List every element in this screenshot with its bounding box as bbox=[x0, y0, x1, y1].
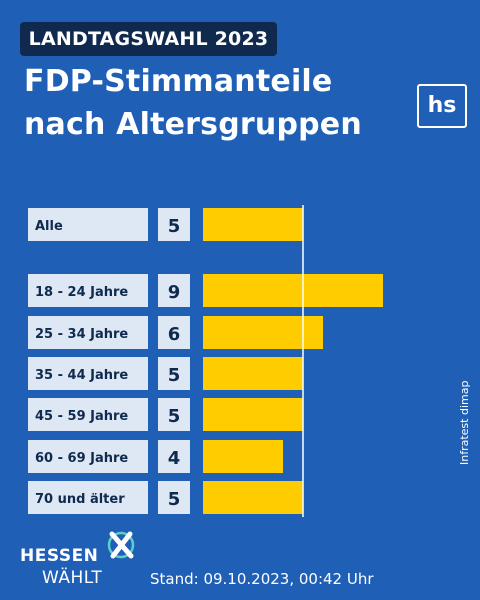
category-label-box bbox=[28, 316, 148, 349]
chart-title-line-2: nach Altersgruppen bbox=[24, 107, 362, 142]
value-label-box bbox=[158, 357, 190, 390]
brand-waehlt: WÄHLT bbox=[42, 568, 103, 588]
ballot-cross-icon bbox=[107, 531, 135, 559]
category-label: 60 - 69 Jahre bbox=[35, 451, 128, 466]
bar bbox=[203, 208, 303, 241]
data-label: 9 bbox=[168, 282, 181, 303]
category-label: 70 und älter bbox=[35, 492, 125, 507]
value-label-box bbox=[158, 398, 190, 431]
data-label: 4 bbox=[168, 448, 181, 469]
data-label: 5 bbox=[168, 365, 181, 386]
hs-logo: hs bbox=[417, 84, 467, 128]
data-label: 6 bbox=[168, 324, 181, 345]
value-label-box bbox=[158, 440, 190, 473]
category-label: 18 - 24 Jahre bbox=[35, 285, 128, 300]
bar bbox=[203, 398, 303, 431]
category-label-box bbox=[28, 357, 148, 390]
category-label-box bbox=[28, 398, 148, 431]
bar bbox=[203, 357, 303, 390]
value-label-box bbox=[158, 274, 190, 307]
category-label: 35 - 44 Jahre bbox=[35, 368, 128, 383]
source-label: Infratest dimap bbox=[458, 380, 471, 465]
chart-title-line-1: FDP-Stimmanteile bbox=[24, 64, 333, 99]
category-label: 45 - 59 Jahre bbox=[35, 409, 128, 424]
category-label: Alle bbox=[35, 219, 63, 234]
value-label-box bbox=[158, 208, 190, 241]
timestamp: Stand: 09.10.2023, 00:42 Uhr bbox=[150, 570, 374, 588]
data-label: 5 bbox=[168, 406, 181, 427]
category-label-box bbox=[28, 208, 148, 241]
data-label: 5 bbox=[168, 216, 181, 237]
value-label-box bbox=[158, 481, 190, 514]
category-label: 25 - 34 Jahre bbox=[35, 327, 128, 342]
category-label-box bbox=[28, 481, 148, 514]
election-tag: LANDTAGSWAHL 2023 bbox=[20, 22, 277, 56]
brand-hessen: HESSEN bbox=[20, 546, 99, 566]
data-label: 5 bbox=[168, 489, 181, 510]
category-label-box bbox=[28, 440, 148, 473]
bar bbox=[203, 481, 303, 514]
value-label-box bbox=[158, 316, 190, 349]
bar bbox=[203, 440, 283, 473]
bar bbox=[203, 274, 383, 307]
bar bbox=[203, 316, 323, 349]
category-label-box bbox=[28, 274, 148, 307]
